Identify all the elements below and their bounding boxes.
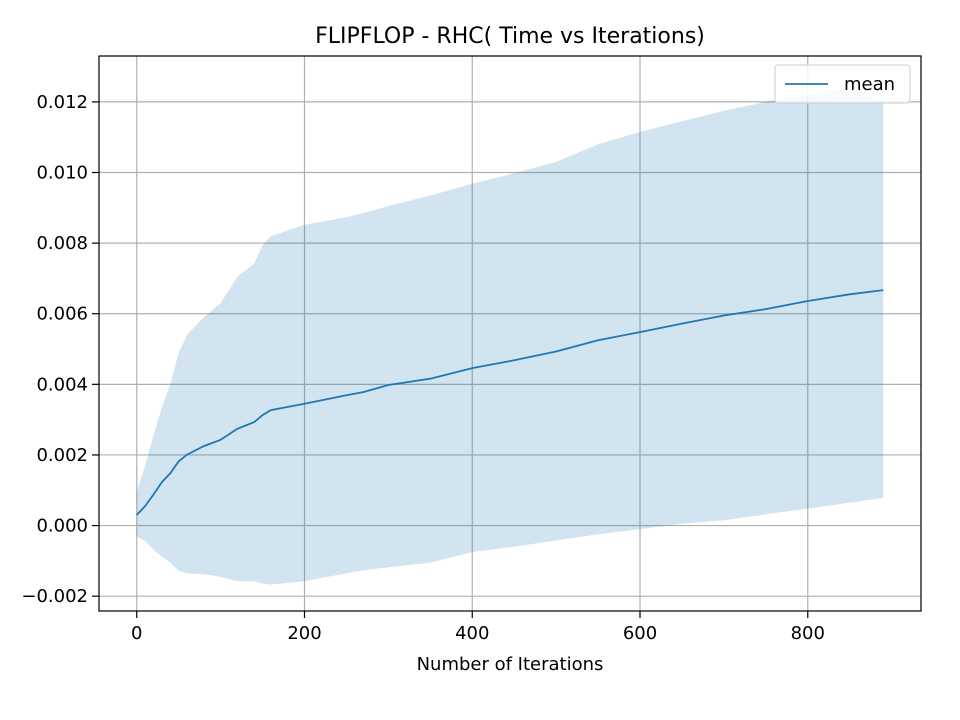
plot-frame: [98, 55, 922, 612]
std-band: [136, 87, 884, 585]
grid: [99, 56, 921, 611]
y-tick-label: 0.008: [36, 233, 88, 254]
y-axis: −0.002 0.000 0.002 0.004 0.006 0.008 0.010 0.01…: [21, 92, 99, 607]
series-line-mean: [136, 289, 884, 516]
y-tick-label: −0.002: [21, 586, 88, 607]
x-axis: 0 200 400 600 800: [131, 611, 825, 644]
x-axis-title: Number of Iterations: [417, 654, 604, 675]
legend-label-mean: mean: [844, 74, 895, 95]
chart-title: FLIPFLOP - RHC( Time vs Iterations): [315, 24, 705, 49]
legend-box: [774, 64, 911, 104]
y-tick-label: 0.012: [36, 92, 88, 113]
x-tick-label: 200: [287, 623, 321, 644]
y-tick-label: 0.004: [36, 374, 88, 395]
y-tick-label: 0.006: [36, 304, 88, 325]
x-tick-label: 400: [455, 623, 489, 644]
legend: mean: [774, 64, 911, 104]
y-tick-label: 0.010: [36, 163, 88, 184]
x-tick-label: 600: [623, 623, 657, 644]
x-tick-label: 800: [791, 623, 825, 644]
x-tick-label: 0: [131, 623, 142, 644]
y-tick-label: 0.002: [36, 445, 88, 466]
y-tick-label: 0.000: [36, 516, 88, 537]
